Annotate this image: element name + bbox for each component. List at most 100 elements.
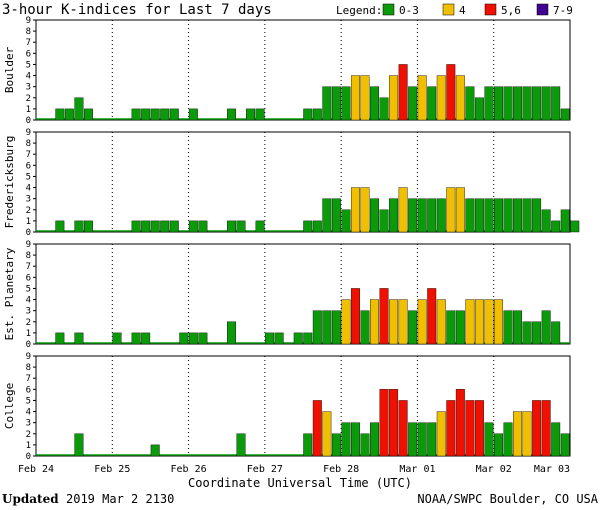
k-index-bar <box>188 108 198 121</box>
k-index-bar <box>541 310 551 345</box>
k-index-bar <box>503 422 513 457</box>
y-tick-label: 5 <box>26 284 31 294</box>
k-index-bar <box>350 288 360 345</box>
k-index-bar <box>551 422 561 457</box>
k-index-bar <box>370 86 379 121</box>
k-index-bar <box>465 299 475 345</box>
k-index-bar <box>331 310 341 345</box>
y-tick-label: 9 <box>26 16 31 26</box>
y-tick-label: 2 <box>26 318 31 328</box>
x-tick-label: Feb 27 <box>247 464 283 475</box>
x-axis: Feb 24 Feb 25 Feb 26 Feb 27 Feb 28 Mar 01 Mar … <box>18 464 570 475</box>
k-index-bar <box>293 332 303 345</box>
k-index-bar <box>188 220 198 233</box>
k-index-bar <box>417 422 427 457</box>
k-index-bar <box>446 310 456 345</box>
k-index-bar <box>160 108 170 121</box>
k-index-bar <box>532 321 542 345</box>
k-index-bar <box>408 422 418 457</box>
k-index-bar <box>331 433 341 457</box>
x-tick-label: Feb 28 <box>323 464 359 475</box>
y-tick-label: 7 <box>26 150 31 160</box>
k-index-bar <box>474 400 484 457</box>
k-index-bar <box>398 299 408 345</box>
k-index-bar <box>303 108 313 121</box>
k-index-bar <box>532 198 542 233</box>
k-index-bar <box>379 209 389 233</box>
k-index-bar <box>360 433 370 457</box>
k-index-bar <box>427 198 437 233</box>
k-index-bar <box>551 321 561 345</box>
k-index-bar <box>484 198 494 233</box>
x-tick-label: Mar 03 <box>534 464 570 475</box>
k-index-bar <box>150 220 160 233</box>
y-tick-label: 4 <box>26 408 31 418</box>
k-index-bar <box>83 220 93 233</box>
k-index-bar <box>408 86 418 121</box>
k-index-bar <box>417 299 427 345</box>
k-index-bar <box>389 299 399 345</box>
k-index-bar <box>341 209 351 233</box>
x-axis-label: Coordinate Universal Time (UTC) <box>188 476 412 490</box>
y-tick-label: 5 <box>26 396 31 406</box>
k-index-bar <box>55 332 65 345</box>
chart-header: 3-hour K-indices for Last 7 days Legend:… <box>2 2 573 18</box>
panel-frame <box>35 131 571 233</box>
k-index-bar <box>494 86 503 121</box>
y-tick-label: 6 <box>26 161 31 171</box>
panel-frame <box>35 19 571 121</box>
k-index-bar <box>398 64 408 121</box>
y-tick-label: 6 <box>26 49 31 59</box>
k-index-bar <box>198 332 208 345</box>
legend: 0-3 4 5,6 7-9 <box>382 3 573 17</box>
k-index-bar <box>484 422 494 457</box>
k-index-bar <box>131 108 141 121</box>
k-index-bar <box>570 220 580 233</box>
k-index-bar <box>312 108 322 121</box>
k-index-bar <box>522 411 532 457</box>
k-index-bar <box>494 299 503 345</box>
k-index-bar <box>341 422 351 457</box>
legend-swatch <box>442 3 455 16</box>
k-index-bar <box>370 422 379 457</box>
y-tick-label: 1 <box>26 441 31 451</box>
k-index-bar <box>474 97 484 121</box>
k-index-bar <box>74 97 84 121</box>
k-index-bar <box>303 433 313 457</box>
k-index-bar <box>227 108 236 121</box>
y-tick-label: 3 <box>26 307 31 317</box>
k-index-bar <box>236 433 246 457</box>
k-index-bar <box>322 411 332 457</box>
k-index-bar <box>522 321 532 345</box>
k-index-bar <box>141 220 151 233</box>
y-tick-label: 7 <box>26 38 31 48</box>
k-index-bar <box>484 299 494 345</box>
k-index-bar <box>331 86 341 121</box>
k-index-bar <box>427 86 437 121</box>
panels: 0123456789Boulder0123456789Fredericksbur… <box>3 16 580 462</box>
y-tick-label: 9 <box>26 240 31 250</box>
k-index-bar <box>541 400 551 457</box>
k-index-bar <box>446 400 456 457</box>
k-index-bar <box>503 86 513 121</box>
k-index-bar <box>541 209 551 233</box>
legend-item-label: 7-9 <box>553 4 573 17</box>
legend-label: Legend: <box>336 4 382 17</box>
k-index-bar <box>455 310 465 345</box>
y-tick-label: 3 <box>26 195 31 205</box>
k-index-bar <box>141 332 151 345</box>
panel-label: Boulder <box>3 46 16 93</box>
k-index-bar <box>370 198 379 233</box>
k-index-bar <box>494 198 503 233</box>
legend-item-label: 5,6 <box>501 4 521 17</box>
k-index-bar <box>350 187 360 233</box>
k-index-bar <box>379 288 389 345</box>
legend-swatch <box>484 3 497 16</box>
k-index-bar <box>465 86 475 121</box>
k-index-bar <box>417 75 427 121</box>
chart-title: 3-hour K-indices for Last 7 days <box>2 2 272 18</box>
k-index-bar <box>360 310 370 345</box>
